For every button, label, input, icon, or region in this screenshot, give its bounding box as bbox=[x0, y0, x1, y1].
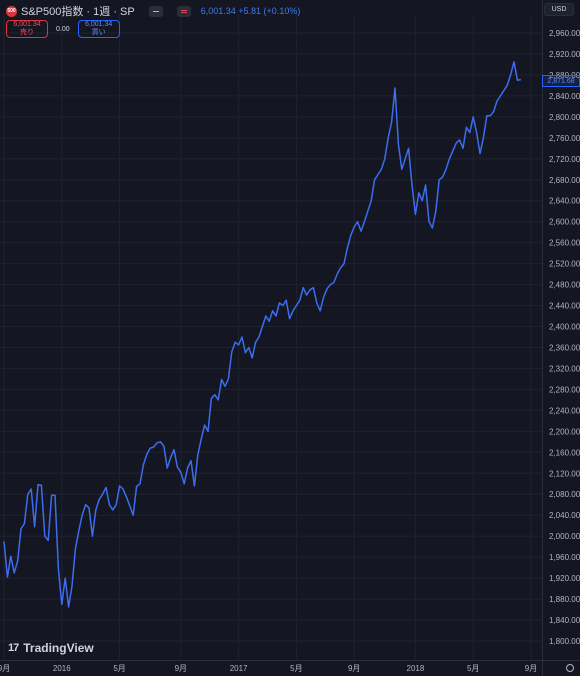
y-tick-label: 2,720.00 bbox=[549, 155, 580, 164]
y-tick-label: 2,120.00 bbox=[549, 469, 580, 478]
y-tick-label: 1,840.00 bbox=[549, 616, 580, 625]
y-tick-label: 2,800.00 bbox=[549, 113, 580, 122]
y-tick-label: 1,880.00 bbox=[549, 595, 580, 604]
buy-price: 6,001.34 bbox=[85, 21, 113, 28]
chart-header: 500 S&P500指数 · 1週 · SP 6,001.34 +5.81 (+… bbox=[6, 4, 300, 18]
y-tick-label: 1,960.00 bbox=[549, 553, 580, 562]
y-tick-label: 2,040.00 bbox=[549, 511, 580, 520]
symbol-title[interactable]: S&P500指数 · 1週 · SP bbox=[21, 6, 135, 18]
sell-button[interactable]: 6,001.34 売り bbox=[6, 20, 48, 38]
minus-icon[interactable] bbox=[148, 5, 163, 17]
y-tick-label: 2,000.00 bbox=[549, 532, 580, 541]
brand-name: TradingView bbox=[23, 641, 94, 655]
buy-button[interactable]: 6,001.34 買い bbox=[77, 20, 120, 38]
tradingview-mark-icon: 17 bbox=[8, 642, 19, 654]
y-tick-label: 2,920.00 bbox=[549, 50, 580, 59]
y-tick-label: 2,320.00 bbox=[549, 364, 580, 373]
symbol-badge: 500 bbox=[6, 5, 17, 17]
x-tick-label: 9月 bbox=[348, 664, 360, 673]
y-tick-label: 2,480.00 bbox=[549, 281, 580, 290]
spread-value: 0.00 bbox=[56, 25, 70, 33]
equals-icon[interactable] bbox=[176, 5, 191, 17]
price-change: +5.81 (+0.10%) bbox=[238, 6, 301, 16]
y-tick-label: 2,600.00 bbox=[549, 218, 580, 227]
y-tick-label: 2,080.00 bbox=[549, 490, 580, 499]
x-tick-label: 9月 bbox=[175, 664, 187, 673]
currency-selector[interactable]: USD bbox=[544, 3, 574, 16]
x-tick-label: 9月 bbox=[525, 664, 537, 673]
y-tick-label: 2,400.00 bbox=[549, 323, 580, 332]
x-tick-label: 2018 bbox=[407, 664, 425, 673]
y-tick-label: 2,240.00 bbox=[549, 406, 580, 415]
y-tick-label: 2,680.00 bbox=[549, 176, 580, 185]
y-tick-label: 2,160.00 bbox=[549, 448, 580, 457]
y-tick-label: 2,840.00 bbox=[549, 92, 580, 101]
trade-panel: 6,001.34 売り 0.00 6,001.34 買い bbox=[6, 20, 120, 38]
y-tick-label: 1,800.00 bbox=[549, 637, 580, 646]
y-tick-label: 2,960.00 bbox=[549, 29, 580, 38]
quote: 6,001.34 +5.81 (+0.10%) bbox=[201, 6, 301, 16]
x-tick-label: 2017 bbox=[230, 664, 248, 673]
last-price-label: 2,871.68 bbox=[542, 75, 580, 87]
price-series-line bbox=[3, 61, 521, 608]
tradingview-logo[interactable]: 17 TradingView bbox=[8, 641, 94, 655]
x-tick-label: 9月 bbox=[0, 664, 10, 673]
y-tick-label: 2,440.00 bbox=[549, 302, 580, 311]
y-tick-label: 2,760.00 bbox=[549, 134, 580, 143]
x-tick-label: 5月 bbox=[290, 664, 302, 673]
x-tick-label: 2016 bbox=[53, 664, 71, 673]
buy-label: 買い bbox=[91, 29, 106, 36]
x-tick-label: 5月 bbox=[467, 664, 479, 673]
current-price: 6,001.34 bbox=[200, 6, 236, 16]
gear-icon[interactable] bbox=[566, 664, 574, 672]
y-tick-label: 1,920.00 bbox=[549, 574, 580, 583]
sell-label: 売り bbox=[20, 29, 34, 36]
y-tick-label: 2,200.00 bbox=[549, 427, 580, 436]
y-tick-label: 2,560.00 bbox=[549, 239, 580, 248]
y-tick-label: 2,520.00 bbox=[549, 260, 580, 269]
x-tick-label: 5月 bbox=[113, 664, 125, 673]
y-tick-label: 2,640.00 bbox=[549, 197, 580, 206]
y-tick-label: 2,360.00 bbox=[549, 343, 580, 352]
y-tick-label: 2,280.00 bbox=[549, 385, 580, 394]
sell-price: 6,001.34 bbox=[13, 21, 41, 28]
